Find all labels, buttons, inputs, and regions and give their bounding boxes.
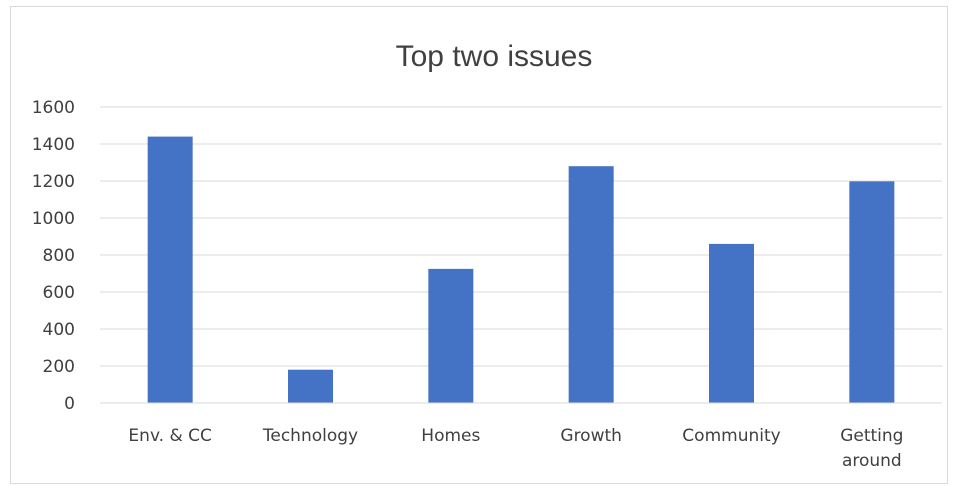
bars [147, 136, 895, 403]
x-tick-label: Technology [262, 426, 358, 446]
y-tick-label: 1200 [32, 172, 75, 192]
gridlines [100, 106, 942, 367]
chart-title: Top two issues [396, 40, 593, 73]
bar [709, 243, 754, 403]
x-axis-ticks: Env. & CC Technology Homes Growth Community G… [128, 426, 903, 471]
y-tick-label: 800 [43, 246, 75, 266]
bar [147, 136, 193, 403]
x-tick-label: Community [682, 426, 780, 446]
bar [288, 369, 333, 403]
y-tick-label: 200 [43, 357, 75, 377]
y-axis-ticks: 0 200 400 600 800 1000 1200 1400 1600 [32, 98, 75, 414]
y-tick-label: 1600 [32, 98, 75, 118]
x-tick-label: Homes [421, 426, 480, 446]
y-tick-label: 1000 [32, 209, 75, 229]
y-tick-label: 400 [43, 320, 75, 340]
x-tick-label: Getting around [840, 426, 903, 471]
x-tick-label: Growth [560, 426, 622, 446]
bar [568, 166, 614, 403]
y-tick-label: 0 [64, 394, 75, 414]
bar [428, 268, 474, 403]
y-tick-label: 1400 [32, 135, 75, 155]
y-tick-label: 600 [43, 283, 75, 303]
bar [849, 181, 895, 403]
x-tick-label: Env. & CC [128, 426, 211, 446]
